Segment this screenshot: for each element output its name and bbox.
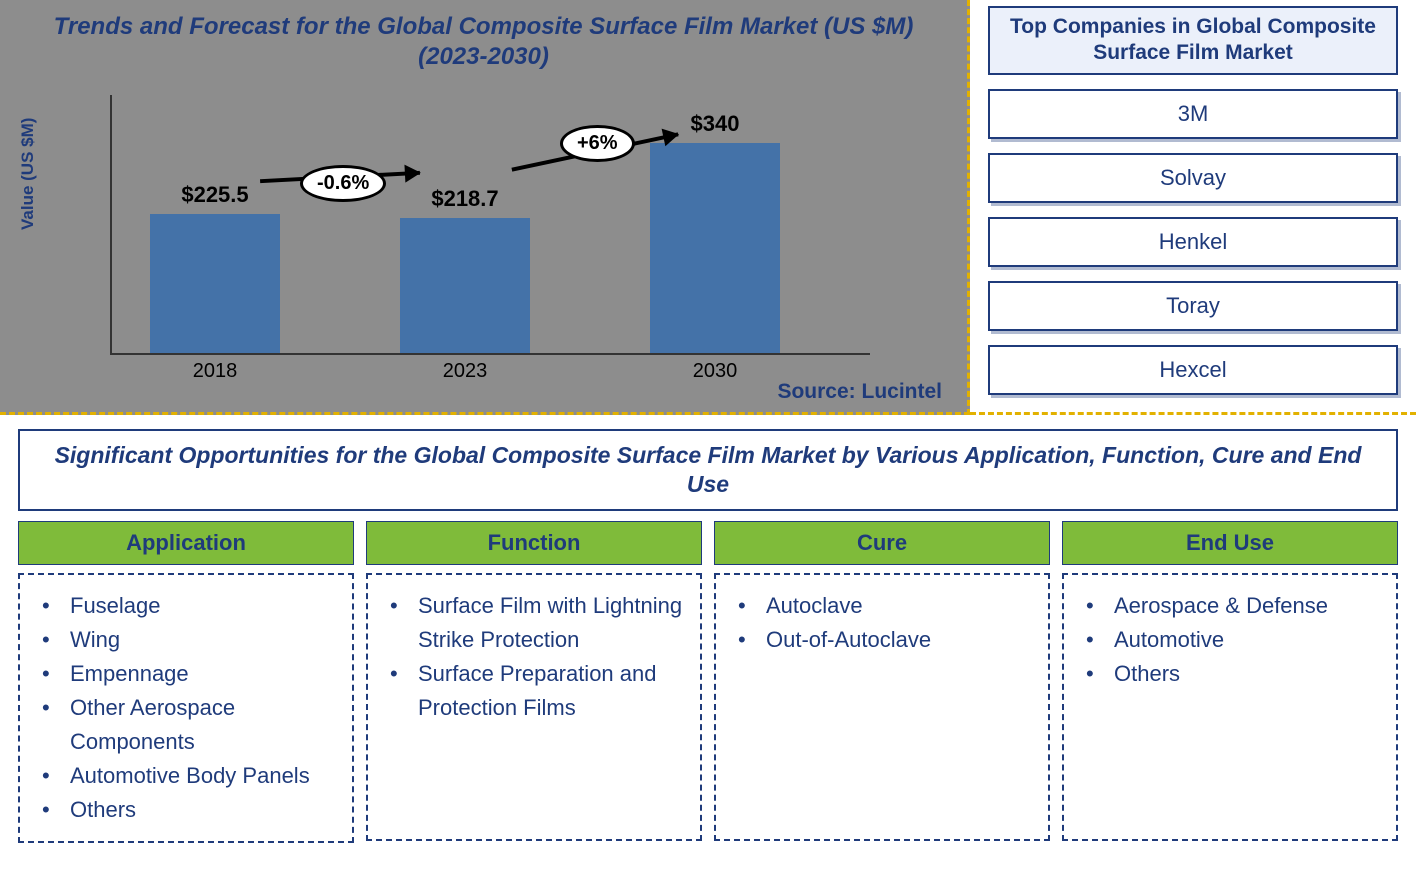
segments-row: Application FuselageWingEmpennageOther Ae… (0, 521, 1416, 841)
companies-title: Top Companies in Global Composite Surfac… (988, 6, 1398, 75)
segment-item: Surface Film with Lightning Strike Prote… (390, 589, 688, 657)
segment-body: FuselageWingEmpennageOther Aerospace Com… (18, 573, 354, 844)
segment-application: Application FuselageWingEmpennageOther Ae… (18, 521, 354, 841)
segment-item: Surface Preparation and Protection Films (390, 657, 688, 725)
segment-item: Empennage (42, 657, 340, 691)
segment-end-use: End Use Aerospace & DefenseAutomotiveOthe… (1062, 521, 1398, 841)
bar-2023: $218.72023 (400, 218, 530, 353)
segment-item: Wing (42, 623, 340, 657)
bar-2030: $3402030 (650, 143, 780, 353)
top-companies-panel: Top Companies in Global Composite Surfac… (970, 0, 1416, 415)
segment-header: Function (366, 521, 702, 565)
forecast-chart-panel: Trends and Forecast for the Global Compo… (0, 0, 970, 415)
bar-year-label: 2018 (150, 360, 280, 383)
segment-item: Automotive (1086, 623, 1384, 657)
segment-header: Cure (714, 521, 1050, 565)
companies-list: 3M Solvay Henkel Toray Hexcel (988, 89, 1398, 395)
segment-item: Out-of-Autoclave (738, 623, 1036, 657)
y-axis-label: Value (US $M) (18, 118, 38, 230)
segment-item: Autoclave (738, 589, 1036, 623)
bar-2018: $225.52018 (150, 214, 280, 353)
segment-item: Others (1086, 657, 1384, 691)
segment-header: Application (18, 521, 354, 565)
company-item: 3M (988, 89, 1398, 139)
segment-body: Surface Film with Lightning Strike Prote… (366, 573, 702, 841)
segment-item: Fuselage (42, 589, 340, 623)
company-item: Solvay (988, 153, 1398, 203)
growth-bubble: +6% (560, 125, 635, 162)
chart-area: $225.52018 $218.72023 $3402030 -0.6% +6% (110, 95, 870, 355)
chart-source: Source: Lucintel (777, 380, 942, 404)
segment-item: Automotive Body Panels (42, 759, 340, 793)
bar-year-label: 2030 (650, 360, 780, 383)
x-axis-line (110, 353, 870, 355)
segment-header: End Use (1062, 521, 1398, 565)
segment-body: AutoclaveOut-of-Autoclave (714, 573, 1050, 841)
segment-item: Others (42, 793, 340, 827)
segment-cure: Cure AutoclaveOut-of-Autoclave (714, 521, 1050, 841)
top-row: Trends and Forecast for the Global Compo… (0, 0, 1416, 415)
bar-year-label: 2023 (400, 360, 530, 383)
segment-body: Aerospace & DefenseAutomotiveOthers (1062, 573, 1398, 841)
segment-function: Function Surface Film with Lightning Stri… (366, 521, 702, 841)
bar-value-label: $225.5 (150, 182, 280, 208)
growth-bubble: -0.6% (300, 165, 386, 202)
company-item: Henkel (988, 217, 1398, 267)
segment-item: Aerospace & Defense (1086, 589, 1384, 623)
segment-item: Other Aerospace Components (42, 691, 340, 759)
opportunities-title: Significant Opportunities for the Global… (18, 429, 1398, 511)
bar-value-label: $218.7 (400, 186, 530, 212)
company-item: Hexcel (988, 345, 1398, 395)
company-item: Toray (988, 281, 1398, 331)
y-axis-line (110, 95, 112, 355)
chart-title: Trends and Forecast for the Global Compo… (0, 0, 967, 72)
